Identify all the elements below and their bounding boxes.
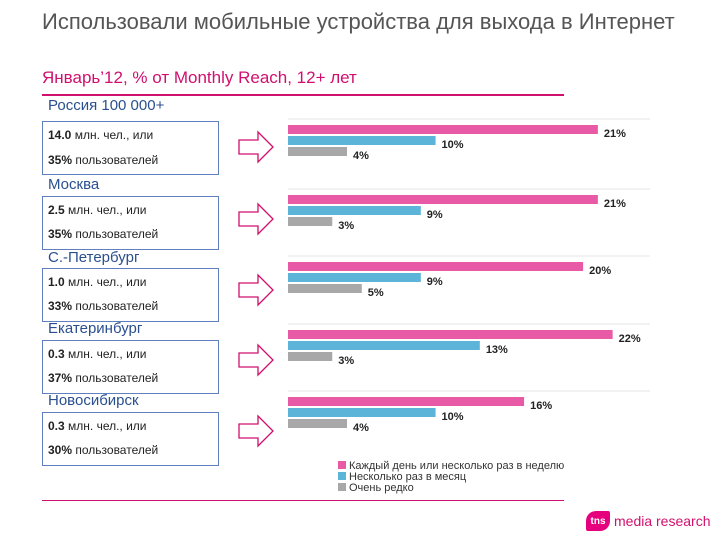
reach-text: млн. чел., или (64, 347, 147, 361)
bar (288, 419, 348, 428)
info-line-share: 35% пользователей (48, 153, 158, 167)
share-text: пользователей (72, 299, 159, 313)
reach-text: млн. чел., или (71, 128, 154, 142)
region-info-box: 14.0 млн. чел., или 35% пользователей (42, 121, 219, 175)
bar-value-label: 9% (427, 276, 443, 288)
bar (288, 262, 584, 271)
reach-text: млн. чел., или (64, 275, 147, 289)
bar (288, 217, 333, 226)
arrow-right-icon (238, 343, 274, 377)
bar-value-label: 3% (338, 355, 354, 367)
share-text: пользователей (72, 227, 159, 241)
arrow-right-icon (238, 414, 274, 448)
bar (288, 284, 362, 293)
bar-value-label: 3% (338, 220, 354, 232)
bar (288, 330, 613, 339)
legend-label: Несколько раз в месяц (349, 471, 467, 483)
bar (288, 125, 598, 134)
info-line-reach: 14.0 млн. чел., или (48, 128, 153, 142)
legend-swatch (338, 472, 346, 480)
info-line-share: 30% пользователей (48, 443, 158, 457)
bar-value-label: 4% (353, 422, 369, 434)
region-label: С.-Петербург (48, 249, 140, 266)
region-label: Россия 100 000+ (48, 97, 165, 114)
info-line-reach: 1.0 млн. чел., или (48, 275, 147, 289)
header-divider (42, 94, 564, 96)
reach-number: 2.5 (48, 203, 65, 217)
share-text: пользователей (72, 371, 159, 385)
reach-text: млн. чел., или (64, 419, 147, 433)
bar (288, 408, 436, 417)
bar (288, 352, 333, 361)
bar-value-label: 13% (486, 344, 508, 356)
bar-value-label: 10% (442, 411, 464, 423)
share-number: 35% (48, 153, 73, 167)
legend-swatch (338, 483, 346, 491)
region-info-box: 0.3 млн. чел., или 30% пользователей (42, 412, 219, 466)
region-info-box: 2.5 млн. чел., или 35% пользователей (42, 196, 219, 250)
bar (288, 397, 525, 406)
bar-value-label: 5% (368, 287, 384, 299)
bar-value-label: 9% (427, 209, 443, 221)
bar (288, 136, 436, 145)
bar (288, 195, 598, 204)
region-label: Екатеринбург (48, 320, 143, 337)
share-number: 35% (48, 227, 73, 241)
bar-value-label: 20% (589, 265, 611, 277)
legend-label: Очень редко (349, 482, 414, 494)
page-subtitle: Январь’12, % от Monthly Reach, 12+ лет (42, 68, 357, 87)
share-text: пользователей (72, 443, 159, 457)
info-line-reach: 2.5 млн. чел., или (48, 203, 147, 217)
region-label: Новосибирск (48, 392, 139, 409)
brand-logo: tns media research (586, 511, 711, 531)
info-line-share: 33% пользователей (48, 299, 158, 313)
region-label: Москва (48, 176, 100, 193)
bar-value-label: 4% (353, 150, 369, 162)
arrow-right-icon (238, 273, 274, 307)
logo-text: media research (614, 513, 711, 529)
logo-mark: tns (586, 511, 610, 531)
reach-number: 1.0 (48, 275, 65, 289)
page-title: Использовали мобильные устройства для вы… (42, 9, 675, 34)
bar-value-label: 16% (530, 400, 552, 412)
bar (288, 206, 421, 215)
info-line-share: 37% пользователей (48, 371, 158, 385)
bar-value-label: 22% (619, 333, 641, 345)
share-number: 30% (48, 443, 73, 457)
reach-number: 0.3 (48, 347, 65, 361)
arrow-right-icon (238, 202, 274, 236)
share-number: 33% (48, 299, 73, 313)
info-line-reach: 0.3 млн. чел., или (48, 347, 147, 361)
footer-divider (42, 500, 564, 501)
region-info-box: 0.3 млн. чел., или 37% пользователей (42, 340, 219, 394)
info-line-reach: 0.3 млн. чел., или (48, 419, 147, 433)
share-number: 37% (48, 371, 73, 385)
arrow-right-icon (238, 130, 274, 164)
bar-value-label: 21% (604, 128, 626, 140)
reach-text: млн. чел., или (64, 203, 147, 217)
legend-swatch (338, 461, 346, 469)
legend-label: Каждый день или несколько раз в неделю (349, 460, 564, 472)
region-info-box: 1.0 млн. чел., или 33% пользователей (42, 268, 219, 322)
info-line-share: 35% пользователей (48, 227, 158, 241)
reach-number: 0.3 (48, 419, 65, 433)
bar-value-label: 10% (442, 139, 464, 151)
bar-value-label: 21% (604, 198, 626, 210)
bar (288, 341, 480, 350)
bar (288, 273, 421, 282)
share-text: пользователей (72, 153, 159, 167)
bar (288, 147, 348, 156)
reach-number: 14.0 (48, 128, 72, 142)
